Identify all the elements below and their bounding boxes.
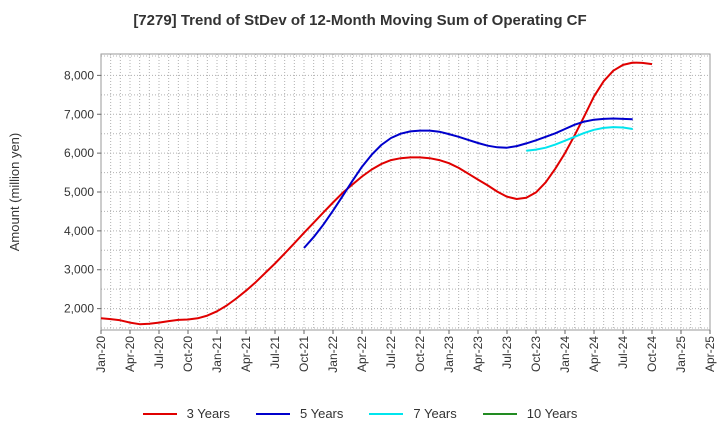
x-tick-label: Jul-22 (384, 336, 398, 369)
x-tick-label: Oct-23 (529, 336, 543, 372)
series-lines (100, 61, 653, 326)
x-tick-label: Jan-23 (442, 336, 456, 373)
series-line-5-years (303, 117, 633, 249)
x-tick-label: Jan-22 (326, 336, 340, 373)
x-tick-label: Apr-22 (355, 336, 369, 372)
x-tick-label: Jul-23 (500, 336, 514, 369)
x-tick-label: Apr-24 (587, 336, 601, 372)
x-tick-label: Apr-25 (703, 336, 717, 372)
legend-item: 3 Years (142, 406, 230, 421)
legend: 3 Years 5 Years 7 Years 10 Years (0, 406, 720, 421)
legend-label: 10 Years (526, 406, 578, 421)
x-tick-labels: Jan-20 Apr-20 Jul-20 Oct-20 Jan-21 Apr-21 Jul-… (94, 330, 717, 373)
x-tick-label: Jan-20 (94, 336, 108, 373)
x-tick-label: Jul-21 (268, 336, 282, 369)
x-tick-label: Apr-23 (471, 336, 485, 372)
chart-title: [7279] Trend of StDev of 12-Month Moving… (133, 12, 587, 29)
legend-label: 5 Years (300, 406, 344, 421)
grid-lines (100, 54, 711, 330)
series-line-3-years (100, 61, 653, 326)
legend-swatch (142, 412, 177, 415)
y-tick-label: 4,000 (64, 224, 94, 238)
x-tick-label: Jan-21 (210, 336, 224, 373)
y-tick-label: 3,000 (64, 263, 94, 277)
y-tick-label: 2,000 (64, 302, 94, 316)
x-tick-label: Oct-21 (297, 336, 311, 372)
x-tick-label: Jul-24 (616, 336, 630, 369)
x-tick-label: Oct-22 (413, 336, 427, 372)
legend-swatch (369, 412, 404, 415)
series-line-7-years (526, 126, 633, 152)
legend-swatch (256, 412, 290, 415)
y-axis-label: Amount (million yen) (7, 133, 22, 252)
legend-item: 7 Years (369, 406, 457, 421)
y-tick-label: 5,000 (64, 185, 94, 199)
x-tick-label: Oct-24 (645, 336, 659, 372)
x-tick-label: Jul-20 (152, 336, 166, 369)
y-tick-label: 7,000 (64, 107, 94, 121)
x-tick-label: Jan-24 (558, 336, 572, 373)
x-tick-label: Apr-20 (123, 336, 137, 372)
x-tick-label: Oct-20 (181, 336, 195, 372)
legend-label: 3 Years (186, 406, 230, 421)
x-tick-label: Jan-25 (674, 336, 688, 373)
y-tick-label: 6,000 (64, 146, 94, 160)
legend-swatch (482, 412, 517, 415)
x-tick-label: Apr-21 (239, 336, 253, 372)
legend-label: 7 Years (413, 406, 457, 421)
legend-item: 5 Years (256, 406, 343, 421)
legend-item: 10 Years (482, 406, 578, 421)
y-tick-label: 8,000 (64, 68, 94, 82)
y-tick-labels: 2,000 3,000 4,000 5,000 6,000 7,000 8,000 (64, 68, 101, 316)
plot-frame (100, 53, 711, 331)
